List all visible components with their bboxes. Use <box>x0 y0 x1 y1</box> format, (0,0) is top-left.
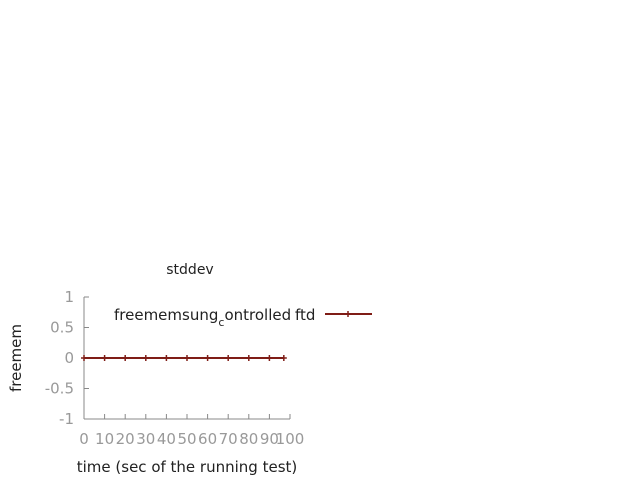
y-tick-label: 0.5 <box>50 319 74 337</box>
y-tick-label: 0 <box>64 349 74 367</box>
x-tick-label: 90 <box>260 430 279 448</box>
y-axis-title: freemem <box>7 324 25 392</box>
data-point <box>81 355 87 361</box>
legend-label: freememsungcontrolled <box>114 306 291 329</box>
data-point <box>122 355 129 361</box>
series-layer <box>81 355 287 361</box>
legend: freememsungcontrolled ftd <box>114 306 372 329</box>
data-point <box>184 355 190 361</box>
legend-label-rest: ontrolled <box>224 306 291 324</box>
x-tick-label: 10 <box>95 430 114 448</box>
data-point <box>163 355 170 361</box>
x-tick-label: 50 <box>177 430 196 448</box>
y-tick-label: 1 <box>64 288 74 306</box>
chart-title: stddev <box>166 262 213 278</box>
data-point <box>101 355 108 361</box>
x-tick-label: 20 <box>116 430 135 448</box>
x-tick-label: 30 <box>136 430 155 448</box>
x-tick-label: 0 <box>79 430 89 448</box>
legend-label-base: freememsung <box>114 306 218 324</box>
y-tick-label: -1 <box>59 410 74 428</box>
data-point <box>245 355 252 361</box>
x-tick-label: 60 <box>198 430 217 448</box>
x-tick-label: 70 <box>219 430 238 448</box>
data-point <box>266 355 273 361</box>
data-point <box>280 355 287 361</box>
y-axis-ticks: 1 0.5 0 -0.5 -1 <box>45 288 89 428</box>
data-point <box>225 355 232 361</box>
x-tick-label: 100 <box>276 430 305 448</box>
legend-swatch-marker <box>345 311 351 317</box>
x-tick-label: 80 <box>239 430 258 448</box>
data-point <box>204 355 211 361</box>
legend-label-overlap: ftd <box>295 306 315 324</box>
legend-label-subscript: c <box>218 316 224 329</box>
data-point <box>142 355 149 361</box>
x-tick-label: 40 <box>157 430 176 448</box>
x-axis-title: time (sec of the running test) <box>77 458 298 476</box>
y-tick-label: -0.5 <box>45 380 74 398</box>
